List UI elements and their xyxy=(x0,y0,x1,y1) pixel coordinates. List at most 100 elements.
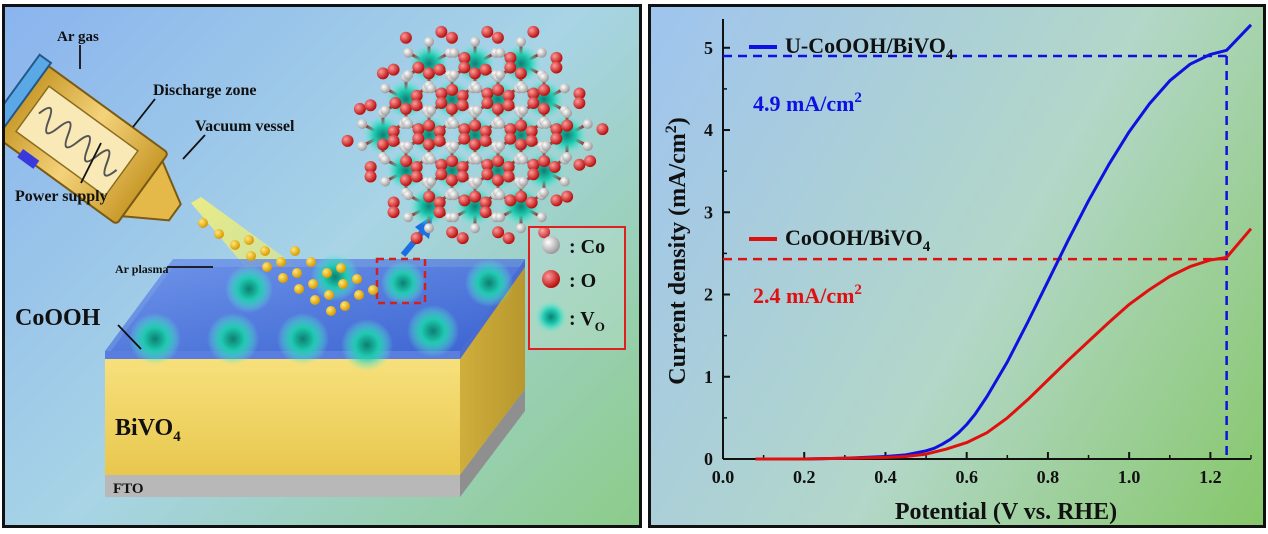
substrate-block xyxy=(105,259,525,497)
o-atom xyxy=(561,190,574,203)
o-atom xyxy=(492,226,505,239)
o-atom xyxy=(387,206,400,219)
o-atom xyxy=(376,138,389,151)
co-atom xyxy=(495,69,506,80)
legend-vo-label: : VO xyxy=(569,308,605,334)
o-atom xyxy=(435,168,448,181)
co-atom xyxy=(582,141,593,151)
vacancy-sphere xyxy=(407,305,459,357)
co-atom xyxy=(541,119,552,129)
fto-side-face xyxy=(460,389,525,497)
chart-panel: 0.0 0.2 0.4 0.6 0.8 1.0 1.2 0 1 2 3 4 5 U-CoOOH/BiVO… xyxy=(648,4,1266,528)
plasma-particle xyxy=(290,246,300,256)
atom-legend: : Co : O : VO xyxy=(528,226,626,350)
o-atom xyxy=(491,31,504,44)
o-atom xyxy=(422,67,435,80)
o-atom xyxy=(550,132,563,145)
o-atom xyxy=(433,196,446,209)
co-atom xyxy=(403,190,414,201)
vacancy-sphere xyxy=(465,259,513,307)
o-atom xyxy=(481,87,494,100)
co-atom xyxy=(495,190,506,201)
legend-label: U-CoOOH/BiVO4 xyxy=(785,33,954,63)
chart-annotations: 4.9 mA/cm2 2.4 mA/cm2 xyxy=(753,90,862,308)
o-atom xyxy=(410,232,423,245)
co-atom xyxy=(449,212,460,223)
o-atom xyxy=(481,97,494,110)
co-atom xyxy=(403,69,414,80)
plasma-particle xyxy=(260,246,270,256)
plasma-particle xyxy=(340,301,350,311)
o-atom xyxy=(458,194,471,207)
vacancy-sphere xyxy=(381,261,425,305)
o-atom xyxy=(446,83,459,96)
o-atom xyxy=(446,155,459,168)
o-atom xyxy=(492,155,505,168)
co-atom xyxy=(424,223,434,234)
o-atom xyxy=(468,138,481,151)
co-atom xyxy=(380,154,391,165)
o-atom xyxy=(502,160,515,173)
o-atom xyxy=(479,206,492,219)
co-atom xyxy=(582,119,593,129)
x-tick-label: 0.8 xyxy=(1037,467,1060,487)
y-axis-label: Current density (mA/cm2) xyxy=(663,117,691,385)
o-atom xyxy=(435,87,448,100)
lsv-chart: 0.0 0.2 0.4 0.6 0.8 1.0 1.2 0 1 2 3 4 5 U-CoOOH/BiVO… xyxy=(663,19,1253,525)
o-atom xyxy=(410,99,423,112)
co-atom-icon xyxy=(542,236,560,254)
x-tick-label: 0.0 xyxy=(712,467,735,487)
o-atom xyxy=(445,102,458,115)
legend-label: CoOOH/BiVO4 xyxy=(785,225,931,255)
o-atom xyxy=(573,158,586,171)
o-atom xyxy=(527,97,540,110)
o-atom xyxy=(502,232,515,245)
co-atom xyxy=(518,176,529,187)
plasma-particle xyxy=(292,268,302,278)
vacancy-sphere xyxy=(207,313,259,365)
co-atom xyxy=(516,223,526,234)
chart-guide-lines xyxy=(723,54,1228,459)
plasma-particle xyxy=(198,218,208,228)
o-atom xyxy=(387,134,400,147)
plasma-particle xyxy=(308,279,318,289)
annotation-label: 2.4 mA/cm2 xyxy=(753,282,862,308)
o-atom xyxy=(491,174,504,187)
bivo4-side-face xyxy=(460,267,525,475)
co-atom xyxy=(380,83,391,94)
co-atom xyxy=(495,212,506,223)
o-atom xyxy=(341,134,354,147)
o-atom xyxy=(435,158,448,171)
y-tick-label: 2 xyxy=(704,285,713,305)
o-atom xyxy=(389,97,402,110)
co-atom xyxy=(472,105,483,116)
co-atom xyxy=(518,154,529,165)
y-tick-label: 0 xyxy=(704,449,713,469)
co-atom xyxy=(472,176,483,187)
label-cooh: CoOOH xyxy=(15,305,101,331)
o-atom xyxy=(550,51,563,64)
o-atom xyxy=(412,132,425,145)
o-atom xyxy=(376,67,389,80)
co-atom xyxy=(403,212,414,223)
o-atom-icon xyxy=(542,270,560,288)
o-atom xyxy=(525,125,538,138)
o-atom xyxy=(504,194,517,207)
plasma-particle xyxy=(352,274,362,284)
o-atom xyxy=(399,31,412,44)
o-atom xyxy=(458,61,471,74)
o-atom xyxy=(433,125,446,138)
chart-legend: U-CoOOH/BiVO4 CoOOH/BiVO4 xyxy=(749,33,954,255)
plasma-gun xyxy=(5,53,182,224)
co-atom xyxy=(449,47,460,58)
co-atom xyxy=(472,83,483,94)
o-atom xyxy=(387,125,400,138)
o-atom xyxy=(491,102,504,115)
co-atom xyxy=(541,141,552,151)
label-discharge-zone: Discharge zone xyxy=(153,82,257,99)
o-atom xyxy=(433,206,446,219)
x-tick-label: 0.6 xyxy=(955,467,978,487)
co-atom xyxy=(472,154,483,165)
o-atom xyxy=(492,83,505,96)
legend-co-label: : Co xyxy=(569,236,605,258)
